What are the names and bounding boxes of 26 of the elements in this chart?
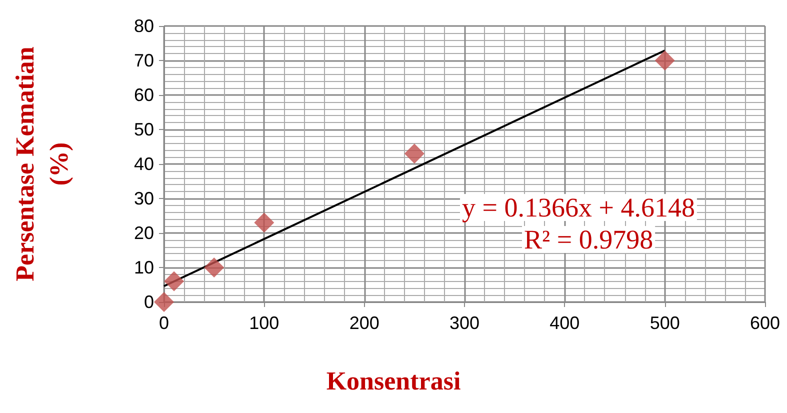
point (154, 292, 174, 312)
x-tick-label: 100 (249, 313, 280, 333)
annotation: y = 0.1366x + 4.6148 (462, 192, 695, 222)
y-axis-title: Persentase Kematian (%) (10, 46, 74, 282)
y-tick-label: 10 (134, 258, 154, 278)
y-tick-label: 60 (134, 85, 154, 105)
x-tick-label: 0 (158, 313, 170, 333)
point (204, 258, 224, 278)
x-tick-label: 600 (750, 313, 780, 333)
x-tick-label: 200 (349, 313, 380, 333)
point (254, 212, 274, 233)
y-tick-label: 30 (134, 188, 154, 208)
x-tick-label: 500 (650, 313, 680, 333)
point (654, 50, 675, 70)
y-tick-label: 80 (134, 16, 154, 36)
x-tick-label: 400 (550, 313, 580, 333)
x-axis-title: Konsentrasi (326, 366, 461, 396)
annotation: R² = 0.9798 (524, 224, 654, 254)
y-tick-label: 50 (134, 120, 154, 140)
y-tick-label: 70 (134, 50, 154, 70)
point (404, 144, 424, 164)
y-tick-label: 0 (144, 292, 154, 312)
point (164, 271, 184, 292)
y-tick-label: 20 (134, 223, 154, 243)
y-tick-label: 40 (134, 154, 154, 174)
x-tick-label: 300 (449, 313, 480, 333)
